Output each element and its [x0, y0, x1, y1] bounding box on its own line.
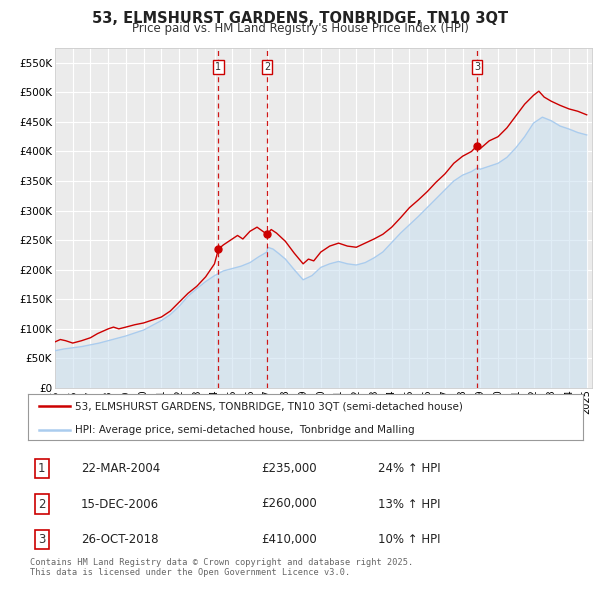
- Text: 26-OCT-2018: 26-OCT-2018: [81, 533, 158, 546]
- Text: 1: 1: [215, 62, 221, 72]
- Text: 53, ELMSHURST GARDENS, TONBRIDGE, TN10 3QT (semi-detached house): 53, ELMSHURST GARDENS, TONBRIDGE, TN10 3…: [75, 401, 463, 411]
- Text: £235,000: £235,000: [261, 462, 317, 475]
- Text: Price paid vs. HM Land Registry's House Price Index (HPI): Price paid vs. HM Land Registry's House …: [131, 22, 469, 35]
- Text: £260,000: £260,000: [261, 497, 317, 510]
- Text: 53, ELMSHURST GARDENS, TONBRIDGE, TN10 3QT: 53, ELMSHURST GARDENS, TONBRIDGE, TN10 3…: [92, 11, 508, 25]
- Text: 2: 2: [264, 62, 270, 72]
- Text: 3: 3: [474, 62, 480, 72]
- Text: 1: 1: [38, 462, 46, 475]
- Text: Contains HM Land Registry data © Crown copyright and database right 2025.
This d: Contains HM Land Registry data © Crown c…: [30, 558, 413, 577]
- Text: 24% ↑ HPI: 24% ↑ HPI: [377, 462, 440, 475]
- Text: 10% ↑ HPI: 10% ↑ HPI: [377, 533, 440, 546]
- Text: 2: 2: [38, 497, 46, 510]
- Text: 22-MAR-2004: 22-MAR-2004: [81, 462, 160, 475]
- Text: £410,000: £410,000: [261, 533, 317, 546]
- Text: HPI: Average price, semi-detached house,  Tonbridge and Malling: HPI: Average price, semi-detached house,…: [75, 425, 415, 435]
- Text: 15-DEC-2006: 15-DEC-2006: [81, 497, 159, 510]
- Text: 13% ↑ HPI: 13% ↑ HPI: [377, 497, 440, 510]
- Text: 3: 3: [38, 533, 46, 546]
